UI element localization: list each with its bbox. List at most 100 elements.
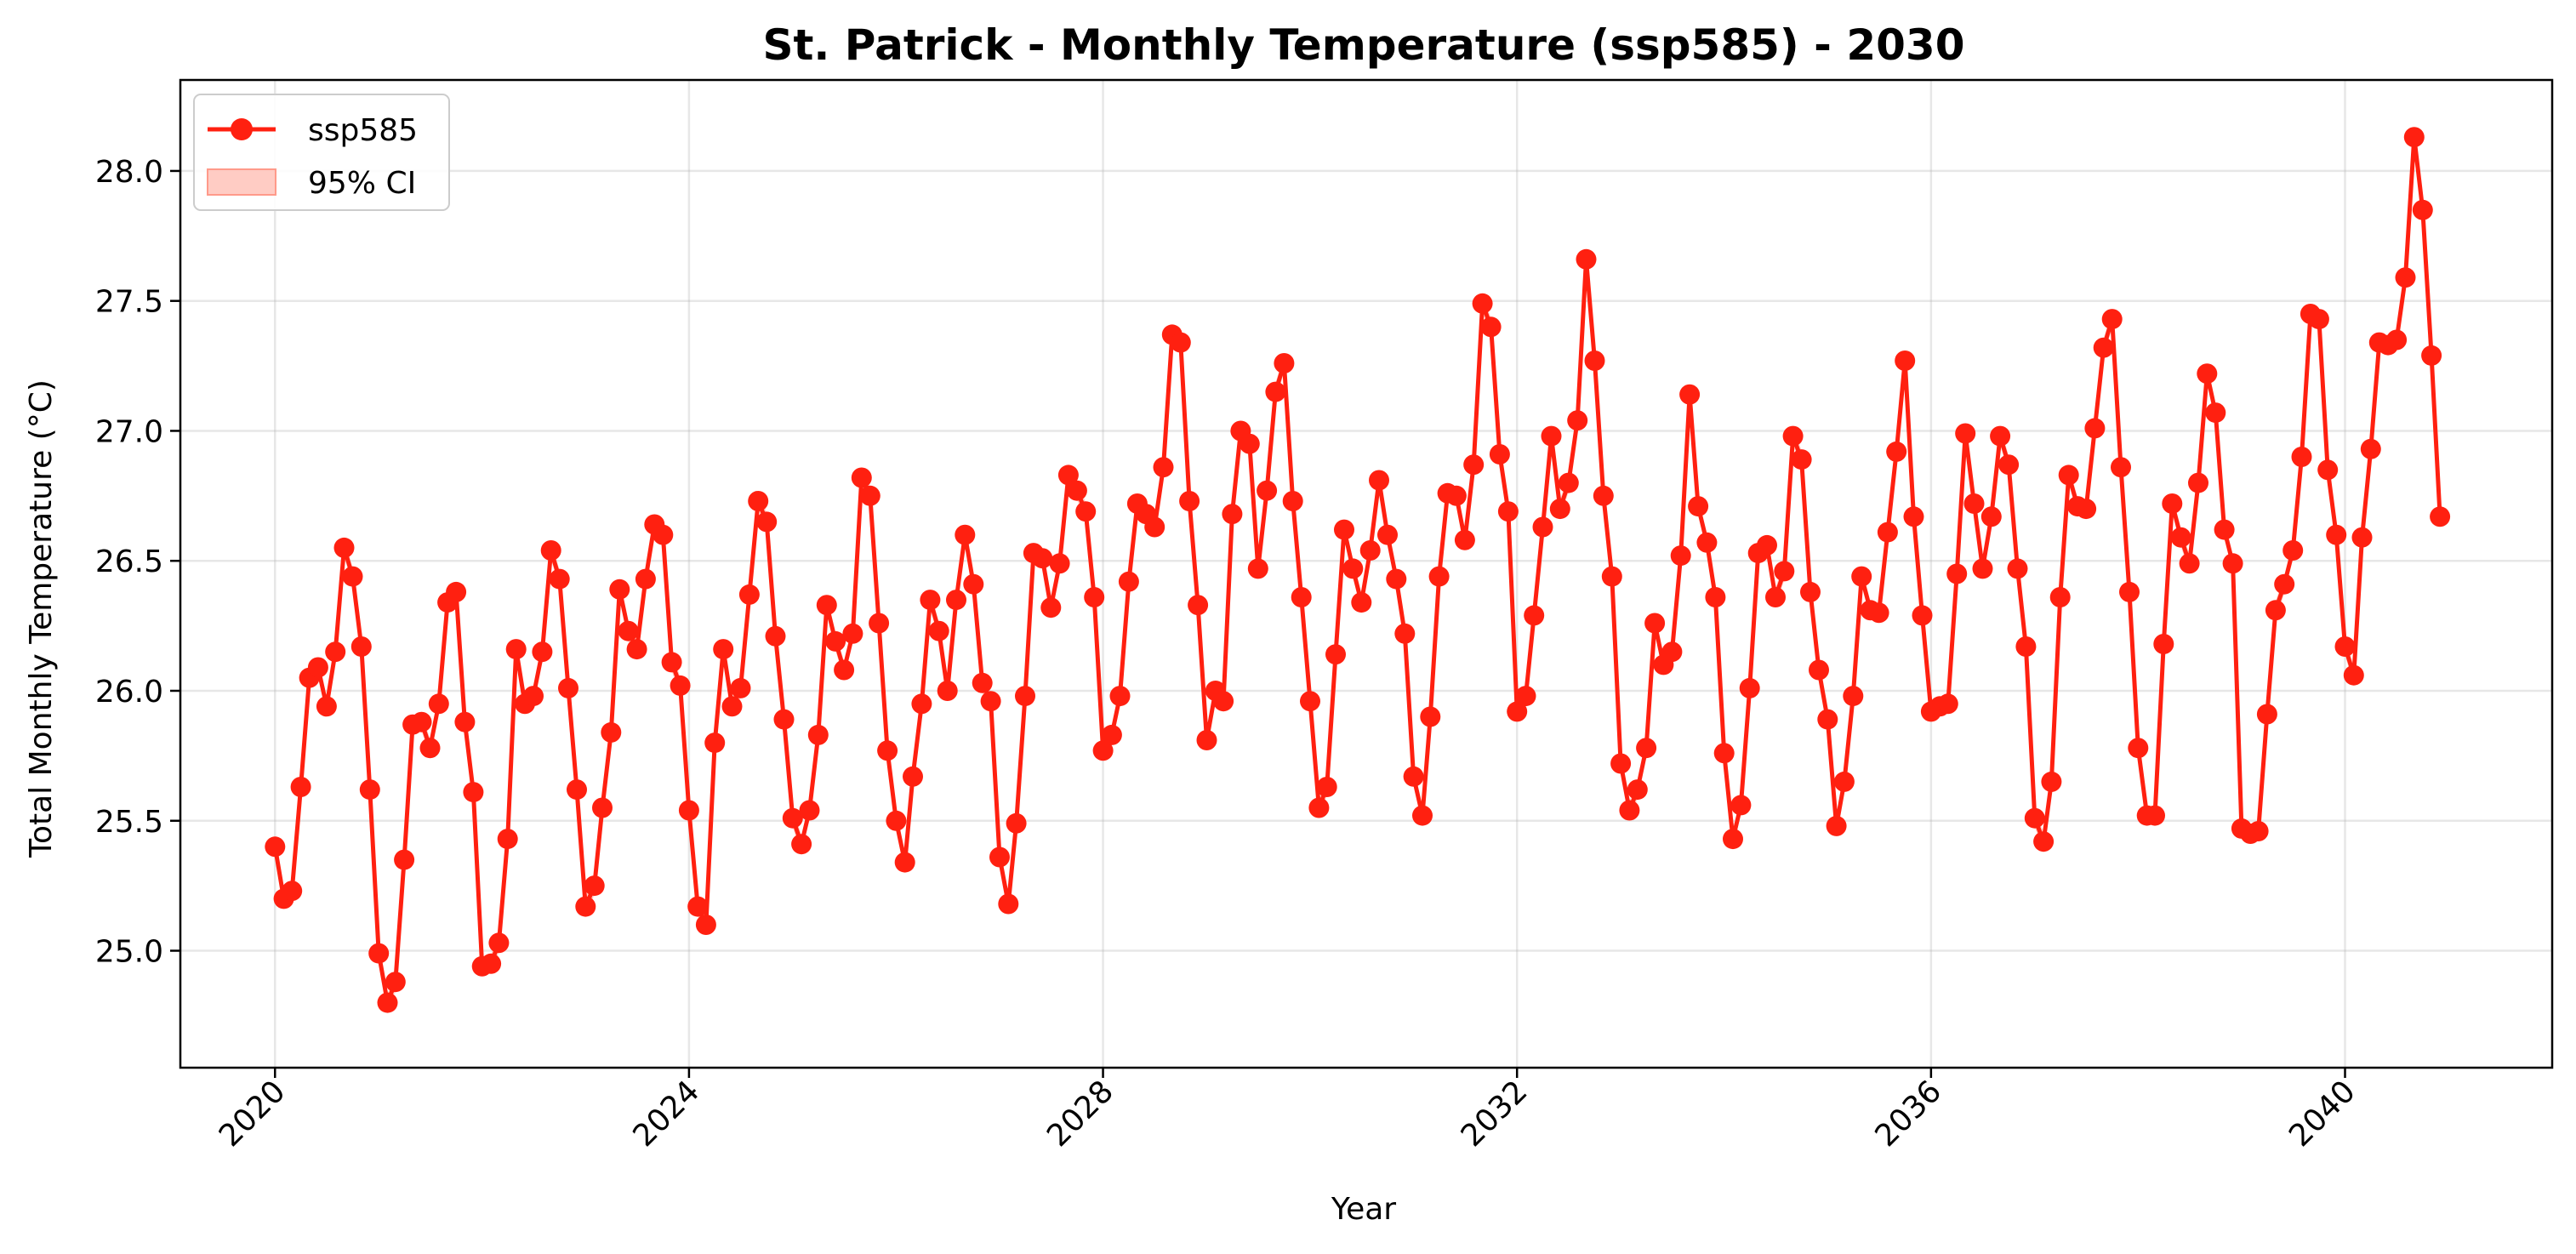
data-point <box>1359 540 1381 561</box>
y-tick-label: 27.0 <box>95 414 163 449</box>
y-tick-label: 28.0 <box>95 155 163 190</box>
data-point <box>342 566 363 587</box>
data-point <box>359 779 380 801</box>
y-axis-ticks: 25.0 25.5 26.0 26.5 27.0 27.5 28.0 <box>95 155 180 970</box>
data-point <box>1791 449 1812 470</box>
data-point <box>2024 807 2045 829</box>
data-point <box>816 595 837 616</box>
x-tick-label: 2024 <box>626 1074 706 1154</box>
data-point <box>1601 566 1622 587</box>
y-tick-label: 27.5 <box>95 285 163 320</box>
x-axis-label: Year <box>1331 1192 1396 1227</box>
data-point <box>1057 465 1079 486</box>
data-point <box>2179 553 2200 574</box>
data-point <box>618 620 639 641</box>
data-point <box>1222 504 1243 525</box>
data-point <box>307 657 328 678</box>
data-point <box>2205 402 2226 424</box>
data-point <box>859 485 881 506</box>
legend: ssp585 95% CI <box>193 94 450 211</box>
data-point <box>2248 821 2269 841</box>
data-point <box>2274 573 2295 595</box>
data-point <box>937 681 958 701</box>
data-point <box>834 659 855 681</box>
data-point <box>2360 438 2381 459</box>
data-point <box>290 777 311 797</box>
data-point <box>1868 602 1889 624</box>
data-point <box>1274 353 1295 373</box>
data-point <box>765 625 786 647</box>
data-point <box>989 846 1010 868</box>
data-point <box>1170 332 1191 353</box>
data-point <box>1377 524 1398 545</box>
data-point <box>1109 686 1131 707</box>
data-point <box>2162 493 2183 514</box>
data-point <box>2058 465 2079 486</box>
data-point <box>1800 581 1821 602</box>
data-point <box>575 896 596 917</box>
data-point <box>2317 459 2339 481</box>
data-point <box>2170 527 2191 548</box>
data-point <box>1144 516 1165 538</box>
data-point <box>1782 425 1804 447</box>
data-point <box>2291 447 2312 467</box>
x-tick-label: 2032 <box>1455 1074 1535 1154</box>
data-point <box>1636 738 1657 759</box>
data-point <box>799 800 820 821</box>
data-point <box>1955 423 1976 444</box>
data-point <box>505 639 527 660</box>
data-point <box>1040 597 1062 618</box>
legend-label-ci: 95% CI <box>308 166 416 201</box>
data-point <box>2145 805 2165 826</box>
data-point <box>1032 548 1053 569</box>
data-point <box>1558 472 1579 493</box>
legend-marker-swatch <box>231 118 253 140</box>
data-point <box>1757 534 1777 556</box>
data-point <box>419 738 441 759</box>
data-point <box>2308 309 2329 330</box>
x-tick-label: 2020 <box>213 1074 293 1154</box>
data-point <box>1584 351 1605 371</box>
data-point <box>903 766 923 787</box>
data-point <box>1101 724 1122 745</box>
data-point <box>756 511 778 533</box>
data-point <box>1300 691 1320 712</box>
data-point <box>2214 519 2235 540</box>
data-point <box>1851 566 1872 587</box>
data-point <box>1507 701 1528 722</box>
data-point <box>738 584 760 605</box>
x-tick-label: 2028 <box>1040 1074 1120 1154</box>
data-point <box>2084 418 2106 439</box>
x-tick-label: 2040 <box>2282 1074 2362 1154</box>
data-point <box>773 709 795 730</box>
data-point <box>1092 740 1114 761</box>
data-point <box>2093 337 2114 358</box>
data-point <box>851 467 872 488</box>
data-point <box>592 797 613 818</box>
data-point <box>1265 381 1286 402</box>
data-point <box>704 732 726 754</box>
data-point <box>1739 677 1760 698</box>
data-point <box>1369 470 1389 491</box>
data-point <box>350 636 372 657</box>
data-point <box>2049 587 2071 607</box>
data-point <box>869 613 890 634</box>
data-point <box>394 849 415 870</box>
data-point <box>1963 493 1985 514</box>
data-point <box>653 524 674 545</box>
data-point <box>1610 753 1632 774</box>
data-point <box>333 537 355 558</box>
data-point <box>446 581 467 602</box>
x-tick-label: 2036 <box>1868 1074 1948 1154</box>
data-point <box>842 623 863 644</box>
data-point <box>1015 686 1035 707</box>
data-point <box>1567 410 1588 431</box>
data-point <box>601 721 622 743</box>
data-point <box>911 693 932 715</box>
data-point <box>1454 529 1475 550</box>
data-point <box>1843 686 1864 707</box>
legend-label-ssp585: ssp585 <box>308 113 418 148</box>
y-tick-label: 25.0 <box>95 935 163 970</box>
data-point <box>1420 706 1441 727</box>
data-point <box>2412 199 2433 220</box>
